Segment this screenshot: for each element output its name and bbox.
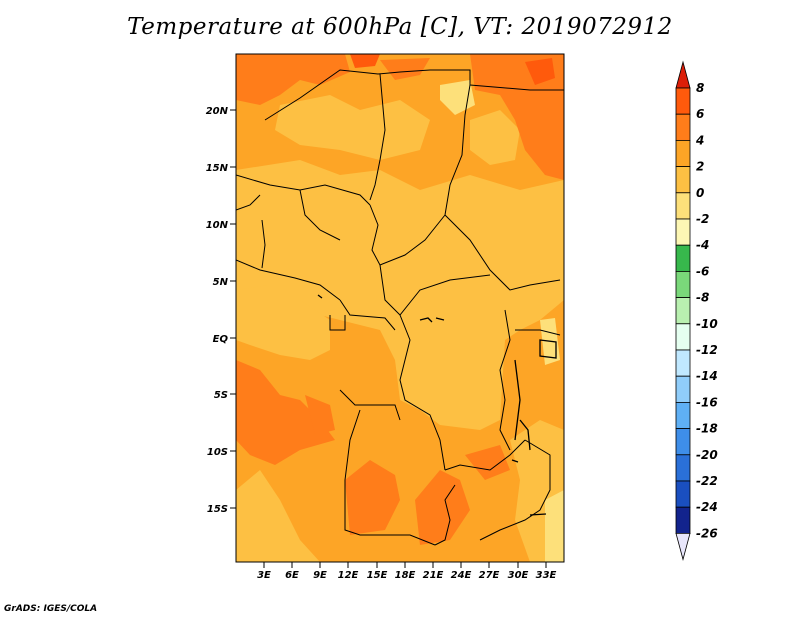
lat-label-15n: 15N [206,163,229,174]
colorbar-swatch [675,270,691,298]
colorbar-swatch [675,349,691,377]
colorbar-swatch [675,297,691,325]
field-warm-west [236,360,335,465]
colorbar-label: -26 [696,526,718,540]
field-warm-coast [305,395,335,435]
colorbar-swatch [675,192,691,220]
lat-label-eq: EQ [213,334,229,345]
field-cool-region-sw [236,470,320,562]
colorbar-label: -16 [696,395,718,409]
lon-label-12e: 12E [338,570,359,581]
lat-label-10n: 10N [206,220,229,231]
country-borders [236,69,564,546]
lon-axis: 3E 6E 9E 12E 15E 18E 21E 24E 27E 30E 33E [257,562,557,581]
lat-label-10s: 10S [207,447,228,458]
colorbar-bottom-arrow [675,533,691,561]
colorbar-label: 4 [695,133,704,147]
colorbar-label: -8 [696,291,709,305]
colorbar-swatch [675,506,691,534]
chart-title: Temperature at 600hPa [C], VT: 201907291… [127,14,673,40]
field-warm-southeast [465,445,510,480]
lon-label-27e: 27E [479,570,500,581]
field-cool-region-west [236,285,330,360]
colorbar-label: 8 [696,81,704,95]
colorbar-label: -12 [696,343,718,357]
colorbar-label: -6 [696,264,709,278]
colorbar-swatch [675,87,691,115]
lon-label-30e: 30E [508,570,529,581]
colorbar-swatch [675,480,691,508]
colorbar-label: -4 [696,238,709,252]
lon-label-21e: 21E [423,570,444,581]
lat-axis: 20N 15N 10N 5N EQ 5S 10S 15S [206,106,236,515]
colorbar-swatch [675,401,691,429]
colorbar-swatch [675,454,691,482]
field-warm-south2 [415,470,470,545]
field-hot-patch [525,58,555,85]
lat-label-5s: 5S [214,390,228,401]
colorbar-swatch [675,113,691,141]
lake-outlines [317,294,557,516]
lat-label-20n: 20N [206,106,229,117]
map-frame [235,53,565,563]
field-warm-northcenter [380,58,430,80]
lat-label-5n: 5N [213,277,229,288]
colorbar-label: 6 [696,107,704,121]
colorbar-label: -10 [696,317,718,331]
lon-label-24e: 24E [451,570,472,581]
colorbar-label: -18 [696,422,718,436]
lon-label-6e: 6E [285,570,299,581]
lon-label-18e: 18E [395,570,416,581]
field-warm-north [236,54,350,105]
colorbar-label: -2 [696,212,709,226]
colorbar-label: 0 [696,186,704,200]
colorbar-swatch [675,139,691,167]
colorbar-swatch [675,323,691,351]
field-warm-south [345,460,400,535]
colorbar-swatch [675,218,691,246]
lon-label-15e: 15E [367,570,388,581]
grads-footer: GrADS: IGES/COLA [4,604,98,614]
field-cool-region-ne [470,110,520,165]
lon-label-3e: 3E [257,570,271,581]
colorbar-top-arrow [675,60,691,89]
temperature-field [236,54,564,562]
colorbar-swatch [675,166,691,194]
colorbar-swatch [675,375,691,403]
field-hot-patch-2 [350,54,380,68]
lat-label-15s: 15S [207,504,228,515]
colorbar-swatch [675,244,691,272]
field-coolest-patch-se [545,490,564,562]
colorbar-label: -20 [696,448,718,462]
field-cool-region-north [275,95,430,160]
colorbar-label: 2 [696,160,704,174]
colorbar-swatch [675,428,691,456]
colorbar-label: -22 [696,474,718,488]
lon-label-9e: 9E [313,570,327,581]
colorbar: 8 6 4 2 0 -2 -4 -6 -8 -10 -12 -14 -16 -18 -20 -22 -24 -26 [675,60,718,561]
lon-label-33e: 33E [536,570,557,581]
field-warm-ne [470,54,564,180]
colorbar-label: -24 [696,500,718,514]
colorbar-label: -14 [696,369,718,383]
